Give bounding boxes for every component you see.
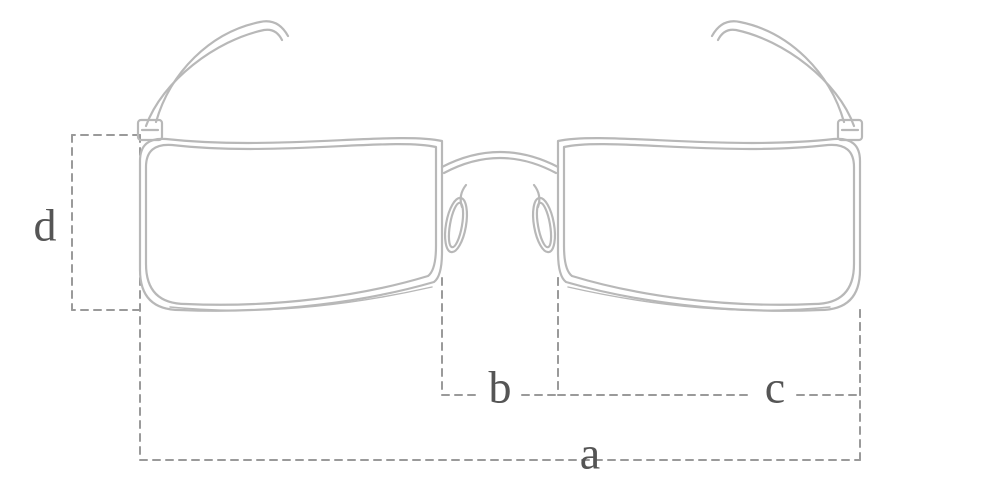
- dimension-label-b: b: [489, 362, 512, 413]
- dimension-lines-group: [72, 135, 860, 460]
- dimension-label-d: d: [34, 200, 57, 251]
- dimension-label-a: a: [580, 428, 600, 479]
- dimension-label-c: c: [765, 362, 785, 413]
- eyeglasses-dimension-diagram: a b c d: [0, 0, 1000, 500]
- eyeglasses-frame: [138, 21, 862, 310]
